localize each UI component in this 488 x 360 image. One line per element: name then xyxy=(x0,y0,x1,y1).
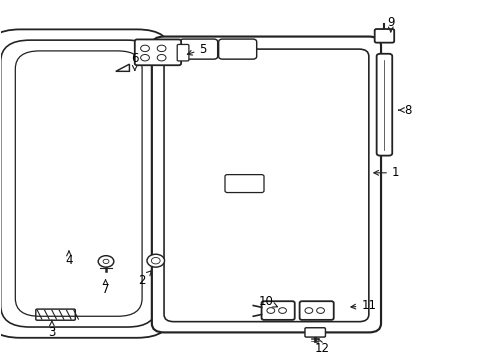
Circle shape xyxy=(103,259,109,264)
Text: 4: 4 xyxy=(65,251,73,267)
Text: 7: 7 xyxy=(102,280,109,296)
Circle shape xyxy=(157,45,165,51)
Text: 2: 2 xyxy=(138,271,151,287)
FancyBboxPatch shape xyxy=(224,175,264,193)
Polygon shape xyxy=(116,64,129,71)
Text: 3: 3 xyxy=(48,320,56,339)
FancyBboxPatch shape xyxy=(218,39,256,59)
FancyBboxPatch shape xyxy=(374,29,393,42)
FancyBboxPatch shape xyxy=(135,40,181,65)
Circle shape xyxy=(316,308,324,314)
Text: 12: 12 xyxy=(314,339,329,355)
Text: 11: 11 xyxy=(350,299,376,312)
Circle shape xyxy=(147,254,164,267)
Circle shape xyxy=(141,54,149,61)
Circle shape xyxy=(266,308,274,314)
Text: 5: 5 xyxy=(187,42,206,55)
Text: 10: 10 xyxy=(259,296,277,309)
FancyBboxPatch shape xyxy=(177,44,188,61)
Text: 1: 1 xyxy=(373,166,399,179)
Circle shape xyxy=(151,257,160,264)
Text: 6: 6 xyxy=(131,51,138,71)
FancyBboxPatch shape xyxy=(261,301,294,320)
FancyBboxPatch shape xyxy=(0,40,157,327)
Text: 8: 8 xyxy=(398,104,411,117)
Circle shape xyxy=(278,308,286,314)
Circle shape xyxy=(157,54,165,61)
FancyBboxPatch shape xyxy=(376,54,391,156)
Text: 9: 9 xyxy=(386,16,394,32)
FancyBboxPatch shape xyxy=(299,301,333,320)
Circle shape xyxy=(141,45,149,51)
FancyBboxPatch shape xyxy=(15,51,142,316)
FancyBboxPatch shape xyxy=(305,328,325,337)
FancyBboxPatch shape xyxy=(0,30,171,338)
Circle shape xyxy=(305,308,312,314)
Circle shape xyxy=(98,256,114,267)
FancyBboxPatch shape xyxy=(163,49,368,321)
FancyBboxPatch shape xyxy=(179,39,217,59)
FancyBboxPatch shape xyxy=(152,37,380,332)
